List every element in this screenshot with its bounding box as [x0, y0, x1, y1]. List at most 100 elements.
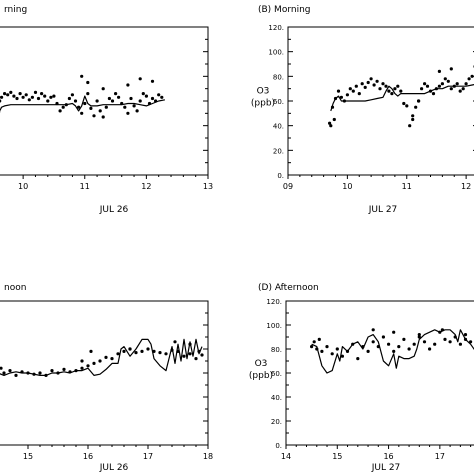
observed-point	[80, 366, 84, 370]
observed-point	[369, 77, 373, 81]
observed-point	[123, 105, 127, 109]
x-tick-label: 10	[18, 182, 28, 191]
observed-point	[392, 349, 396, 353]
x-axis-label: JUL 27	[368, 205, 398, 215]
observed-point	[89, 349, 93, 353]
y-axis-label: O3	[255, 359, 268, 369]
observed-point	[328, 121, 332, 125]
observed-point	[61, 105, 65, 109]
x-tick-label: 17	[143, 452, 153, 461]
panel-title: (B) Morning	[258, 5, 311, 15]
observed-point	[405, 104, 409, 108]
observed-point	[8, 369, 12, 373]
plot-frame	[0, 26, 209, 176]
y-tick-label: 60.	[271, 370, 282, 378]
observed-point	[122, 349, 126, 353]
observed-point	[182, 354, 186, 358]
observed-point	[126, 83, 130, 87]
observed-point	[446, 79, 450, 83]
observed-point	[21, 95, 25, 99]
observed-point	[104, 105, 108, 109]
x-tick-label: 12	[141, 182, 151, 191]
observed-point	[449, 67, 453, 71]
model-line	[330, 83, 474, 112]
observed-point	[345, 93, 349, 97]
observed-point	[6, 93, 10, 97]
observed-point	[363, 85, 367, 89]
panel-title: rning	[4, 5, 27, 15]
observed-point	[387, 89, 391, 93]
observed-point	[101, 115, 105, 119]
observed-point	[18, 92, 22, 96]
y-axis-label: O3	[257, 87, 270, 97]
observed-point	[173, 340, 177, 344]
observed-point	[310, 345, 314, 349]
observed-point	[40, 92, 44, 96]
observed-point	[417, 335, 421, 339]
observed-point	[417, 333, 421, 337]
observed-point	[24, 93, 28, 97]
observed-point	[463, 333, 468, 337]
observed-point	[0, 95, 4, 99]
observed-point	[194, 357, 198, 361]
y-tick-label: 120.	[268, 24, 284, 32]
observed-point	[348, 87, 352, 91]
y-tick-label: 80.	[273, 73, 284, 81]
model-line	[311, 329, 474, 374]
observed-point	[437, 84, 441, 88]
y-tick-label: 80.	[271, 346, 282, 354]
observed-point	[469, 340, 473, 344]
observed-point	[420, 87, 424, 91]
observed-point	[317, 337, 321, 341]
model-line	[0, 338, 203, 376]
observed-point	[110, 99, 115, 103]
observed-point	[62, 367, 66, 371]
observed-point	[129, 96, 133, 101]
y-tick-label: 100.	[266, 322, 282, 330]
observed-point	[397, 345, 401, 349]
observed-point	[433, 342, 437, 346]
observed-point	[86, 364, 90, 368]
x-axis-label: JUL 26	[99, 463, 129, 473]
observed-point	[92, 361, 96, 365]
observed-point	[95, 99, 99, 103]
observed-point	[67, 96, 71, 101]
observed-point	[443, 337, 447, 341]
x-tick-label: 11	[402, 182, 412, 191]
observed-point	[12, 94, 16, 98]
x-axis-label: JUL 27	[371, 463, 401, 473]
x-tick-label: 16	[383, 452, 393, 461]
observed-point	[339, 95, 343, 99]
x-tick-label: 11	[80, 182, 90, 191]
observed-point	[393, 87, 397, 91]
observed-point	[443, 77, 447, 81]
observed-point	[396, 84, 400, 88]
observed-point	[411, 114, 415, 118]
observed-point	[0, 366, 3, 370]
observed-point	[200, 353, 204, 357]
observed-point	[73, 99, 78, 103]
observed-point	[437, 69, 441, 73]
observed-point	[329, 124, 333, 128]
observed-point	[30, 95, 34, 99]
observed-point	[464, 82, 468, 86]
y-tick-label: 120.	[266, 298, 282, 306]
observed-point	[354, 84, 358, 88]
observed-point	[3, 92, 7, 96]
observed-point	[83, 101, 87, 106]
observed-point	[138, 99, 142, 103]
observed-point	[402, 337, 406, 341]
observed-point	[372, 83, 376, 87]
observed-point	[86, 80, 90, 85]
observed-point	[378, 87, 382, 91]
observed-point	[80, 359, 84, 363]
observed-point	[411, 117, 415, 122]
observed-point	[407, 347, 411, 351]
observed-point	[80, 74, 84, 78]
observed-point	[371, 340, 375, 344]
observed-point	[46, 99, 50, 103]
observed-point	[417, 99, 421, 103]
observed-point	[455, 82, 459, 86]
observed-point	[440, 82, 444, 86]
